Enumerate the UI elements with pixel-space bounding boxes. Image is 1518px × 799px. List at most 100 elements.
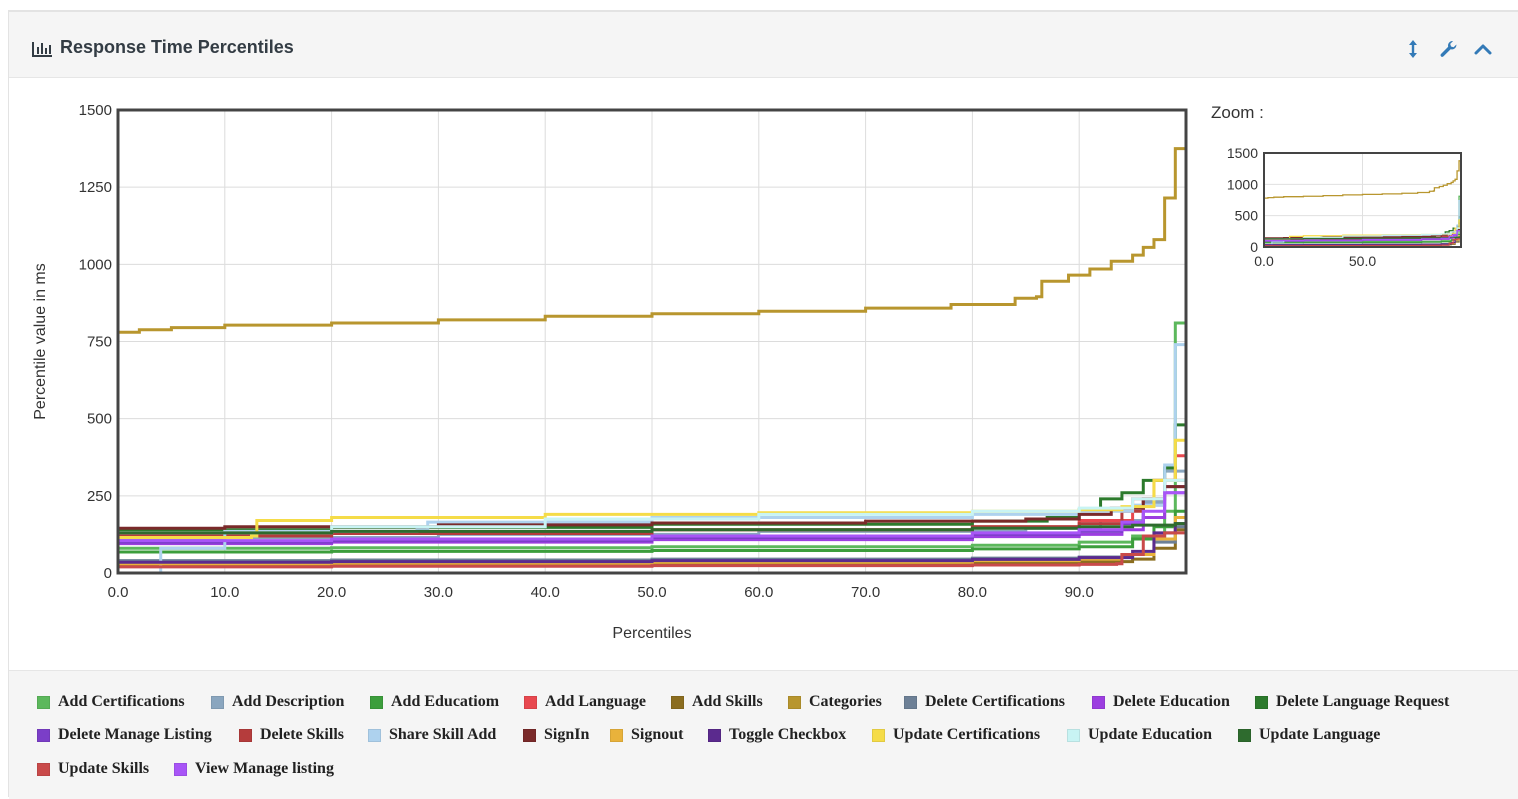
x-tick-label: 0.0: [108, 584, 129, 601]
legend-swatch: [174, 762, 187, 776]
zoom-series-line: [1264, 236, 1461, 240]
legend-label: Add Certifications: [58, 693, 185, 710]
legend-item[interactable]: Toggle Checkbox: [708, 726, 846, 744]
grid-lines: [117, 109, 1186, 574]
wrench-icon[interactable]: [1437, 38, 1459, 60]
legend-swatch: [1255, 695, 1268, 709]
legend-swatch: [788, 695, 801, 709]
zoom-y-tick-label: 0: [1250, 239, 1258, 255]
legend-item[interactable]: Delete Skills: [239, 726, 344, 744]
legend-swatch: [370, 695, 383, 709]
legend-item[interactable]: Share Skill Add: [368, 726, 496, 744]
zoom-chart[interactable]: 0.0 50.0 0 500 1000 1500: [1204, 138, 1504, 298]
zoom-series-line: [1264, 228, 1462, 242]
legend-label: Delete Language Request: [1276, 693, 1450, 710]
series-line[interactable]: [118, 509, 1186, 554]
legend-label: Toggle Checkbox: [729, 726, 847, 743]
legend-item[interactable]: Add Certifications: [37, 693, 185, 711]
legend-label: Update Education: [1088, 726, 1213, 743]
legend-item[interactable]: Update Education: [1067, 726, 1212, 744]
legend-label: Delete Manage Listing: [58, 726, 212, 743]
legend-label: Categories: [809, 693, 882, 710]
legend-swatch: [708, 728, 721, 742]
panel-title: Response Time Percentiles: [60, 37, 294, 57]
series-line[interactable]: [118, 147, 1186, 334]
legend-label: Share Skill Add: [389, 726, 497, 743]
legend-label: Update Language: [1259, 726, 1381, 743]
legend-label: Add Skills: [692, 693, 763, 710]
series-line[interactable]: [118, 438, 1186, 540]
legend-label: Add Description: [232, 693, 345, 710]
zoom-y-tick-label: 500: [1235, 208, 1259, 224]
legend-item[interactable]: Signout: [610, 726, 683, 744]
series-line[interactable]: [118, 522, 1186, 535]
y-tick-label: 250: [87, 488, 112, 505]
legend-item[interactable]: Delete Language Request: [1255, 693, 1449, 711]
chart-area: 0.0 10.0 20.0 30.0 40.0 50.0 60.0 70.0 80.0 90.0 0…: [9, 78, 1518, 670]
y-tick-label: 500: [87, 411, 112, 428]
legend-swatch: [239, 728, 252, 742]
series-lines: [118, 147, 1188, 575]
plot-frame: [116, 108, 1188, 575]
x-tick-label: 20.0: [317, 584, 346, 601]
legend-item[interactable]: SignIn: [523, 726, 589, 744]
legend-item[interactable]: Update Skills: [37, 760, 149, 778]
series-line[interactable]: [118, 528, 1186, 567]
legend-label: Add Educatiom: [391, 693, 500, 710]
main-percentile-chart[interactable]: 0.0 10.0 20.0 30.0 40.0 50.0 60.0 70.0 80.0 90.0 0…: [9, 78, 1209, 658]
legend-item[interactable]: Update Language: [1238, 726, 1380, 744]
legend-swatch: [1067, 728, 1080, 742]
zoom-label: Zoom :: [1211, 103, 1264, 122]
legend-swatch: [37, 762, 50, 776]
x-tick-label: 60.0: [744, 584, 773, 601]
legend-swatch: [671, 695, 684, 709]
legend-item[interactable]: Delete Education: [1092, 693, 1230, 711]
legend-label: Add Language: [545, 693, 646, 710]
legend-item[interactable]: Add Educatiom: [370, 693, 499, 711]
zoom-x-tick-label: 0.0: [1254, 253, 1274, 269]
series-line[interactable]: [118, 531, 1186, 569]
legend-item[interactable]: Add Description: [211, 693, 344, 711]
resize-vertical-icon[interactable]: [1402, 38, 1424, 60]
y-tick-label: 1250: [79, 179, 112, 196]
zoom-x-tick-label: 50.0: [1349, 253, 1376, 269]
legend-label: Signout: [631, 726, 684, 743]
legend-swatch: [610, 728, 623, 742]
legend-swatch: [37, 695, 50, 709]
x-axis-label: Percentiles: [612, 625, 691, 642]
legend-item[interactable]: Delete Manage Listing: [37, 726, 212, 744]
legend-swatch: [1238, 728, 1251, 742]
x-tick-label: 10.0: [210, 584, 239, 601]
bar-chart-icon: [32, 42, 52, 57]
x-tick-label: 80.0: [958, 584, 987, 601]
legend-swatch: [904, 695, 917, 709]
legend-item[interactable]: Add Language: [524, 693, 646, 711]
chevron-up-icon[interactable]: [1472, 38, 1494, 60]
legend-label: View Manage listing: [195, 760, 334, 777]
legend-item[interactable]: View Manage listing: [174, 760, 334, 778]
page-top-strip: [0, 0, 1518, 10]
chart-legend: Add Certifications Add Description Add Edu…: [9, 670, 1518, 799]
legend-item[interactable]: Categories: [788, 693, 882, 711]
y-tick-label: 1500: [79, 102, 112, 119]
zoom-series-line: [1264, 238, 1461, 247]
zoom-y-tick-label: 1000: [1227, 176, 1258, 192]
legend-swatch: [523, 728, 536, 742]
series-line[interactable]: [118, 483, 1188, 543]
y-tick-label: 0: [104, 565, 112, 582]
x-tick-label: 50.0: [637, 584, 666, 601]
zoom-y-tick-label: 1500: [1227, 145, 1258, 161]
legend-swatch: [37, 728, 50, 742]
legend-item[interactable]: Add Skills: [671, 693, 763, 711]
legend-item[interactable]: Update Certifications: [872, 726, 1040, 744]
x-tick-label: 70.0: [851, 584, 880, 601]
legend-label: Delete Skills: [260, 726, 344, 743]
y-axis-label: Percentile value in ms: [32, 263, 49, 420]
series-line[interactable]: [118, 321, 1186, 550]
zoom-series-line: [1264, 160, 1461, 199]
legend-item[interactable]: Delete Certifications: [904, 693, 1065, 711]
legend-label: Update Skills: [58, 760, 150, 777]
legend-swatch: [872, 728, 885, 742]
legend-label: SignIn: [544, 726, 590, 743]
y-tick-label: 1000: [79, 256, 112, 273]
